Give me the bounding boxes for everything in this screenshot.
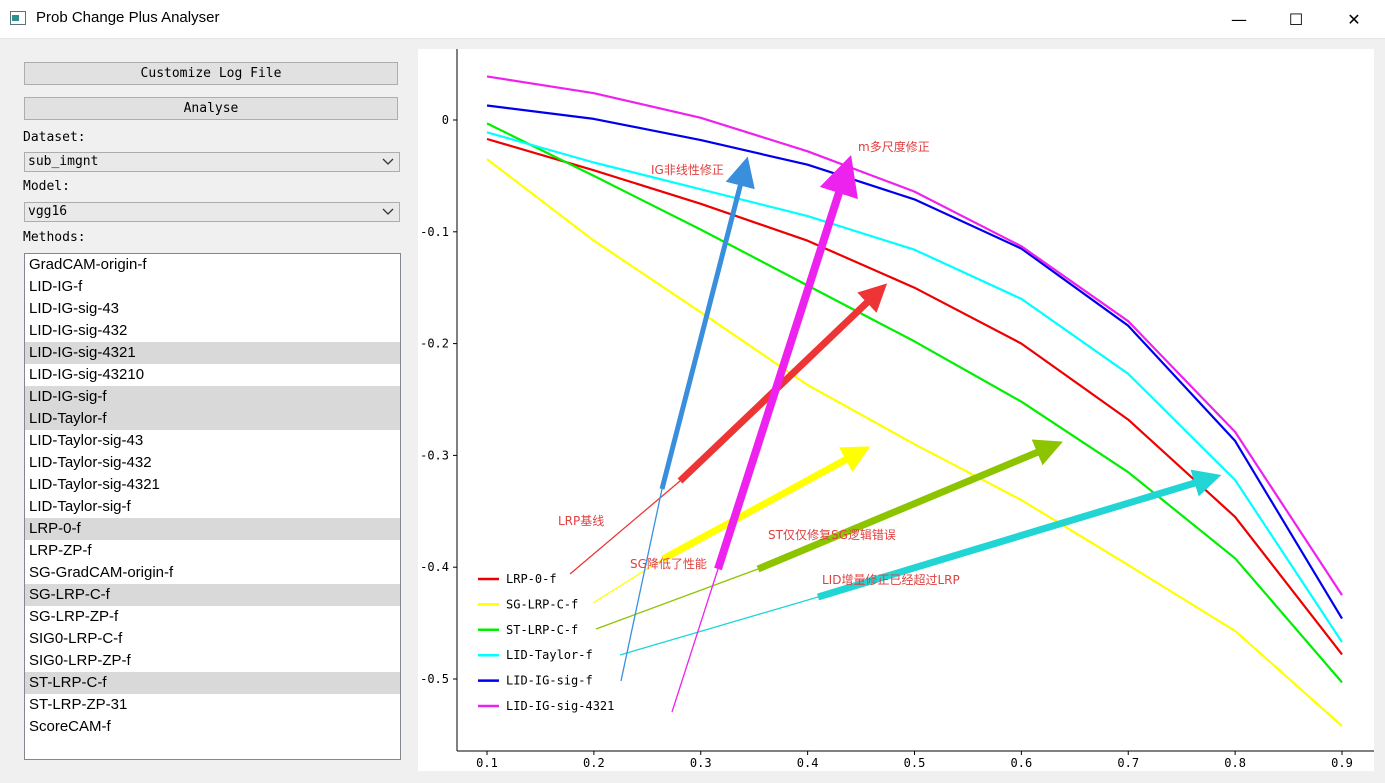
dataset-value: sub_imgnt bbox=[28, 154, 99, 169]
multiscale-arrow bbox=[714, 154, 858, 571]
list-item[interactable]: LID-Taylor-f bbox=[25, 408, 400, 430]
chevron-down-icon bbox=[382, 208, 394, 215]
series-line-LID-IG-sig-4321 bbox=[486, 75, 1343, 596]
x-tick-label: 0.6 bbox=[1011, 756, 1033, 770]
list-item[interactable]: SG-LRP-ZP-f bbox=[29, 608, 119, 625]
close-icon: ✕ bbox=[1347, 9, 1361, 29]
axes: 0 -0.1 -0.2 -0.3 -0.4 -0.5 0.1 0.2 0.3 0.4 0.5 0.6 0… bbox=[420, 49, 1374, 770]
list-item[interactable]: LID-IG-sig-43 bbox=[29, 300, 120, 317]
legend: LRP-0-f SG-LRP-C-f ST-LRP-C-f LID-Taylor-f L… bbox=[478, 572, 614, 713]
legend-label: SG-LRP-C-f bbox=[506, 597, 578, 611]
model-label: Model: bbox=[23, 179, 70, 194]
list-item[interactable]: LID-IG-sig-f bbox=[25, 386, 400, 408]
list-item[interactable]: LRP-ZP-f bbox=[29, 542, 92, 559]
list-item[interactable]: SG-LRP-C-f bbox=[25, 584, 400, 606]
line-chart: 0 -0.1 -0.2 -0.3 -0.4 -0.5 0.1 0.2 0.3 0.4 0.5 0.6 0… bbox=[420, 49, 1374, 770]
list-item[interactable]: LRP-0-f bbox=[25, 518, 400, 540]
customize-log-file-button[interactable]: Customize Log File bbox=[24, 62, 398, 85]
series-lines bbox=[486, 75, 1343, 727]
sg-arrow bbox=[661, 446, 871, 563]
maximize-icon: ☐ bbox=[1288, 9, 1304, 29]
series-line-LID-IG-sig-f bbox=[486, 104, 1343, 620]
x-tick-label: 0.9 bbox=[1331, 756, 1353, 770]
list-item[interactable]: SIG0-LRP-C-f bbox=[29, 630, 123, 647]
list-item[interactable]: GradCAM-origin-f bbox=[29, 256, 147, 273]
annotation-label: LRP基线 bbox=[558, 514, 604, 528]
y-tick-label: -0.4 bbox=[420, 560, 449, 574]
series-line-SG-LRP-C-f bbox=[486, 158, 1343, 727]
y-tick-label: -0.2 bbox=[420, 337, 449, 351]
x-tick-label: 0.4 bbox=[797, 756, 819, 770]
y-tick-label: 0 bbox=[442, 113, 449, 127]
minimize-icon: — bbox=[1231, 9, 1247, 29]
series-line-ST-LRP-C-f bbox=[486, 122, 1343, 684]
annotations: IG非线性修正 m多尺度修正 LRP基线 ST仅仅修复SG逻辑错误 SG降低了性能 LID… bbox=[558, 139, 960, 587]
legend-label: ST-LRP-C-f bbox=[506, 623, 578, 637]
multiscale-pointer-line bbox=[671, 568, 719, 713]
list-item[interactable]: ScoreCAM-f bbox=[29, 718, 111, 735]
st-arrow bbox=[756, 439, 1063, 573]
app-icon bbox=[10, 11, 26, 25]
x-tick-label: 0.7 bbox=[1117, 756, 1139, 770]
chart-area: 0 -0.1 -0.2 -0.3 -0.4 -0.5 0.1 0.2 0.3 0.4 0.5 0.6 0… bbox=[418, 49, 1374, 771]
ig-pointer-line bbox=[620, 488, 663, 682]
legend-label: LID-Taylor-f bbox=[506, 648, 593, 662]
ig-arrow bbox=[659, 156, 755, 490]
lrp-pointer-line bbox=[569, 480, 681, 575]
methods-list[interactable]: GradCAM-origin-f LID-IG-f LID-IG-sig-43 LID… bbox=[24, 253, 401, 760]
annotation-label: ST仅仅修复SG逻辑错误 bbox=[768, 527, 896, 542]
list-item[interactable]: LID-IG-sig-4321 bbox=[25, 342, 400, 364]
annotation-arrows bbox=[569, 154, 1222, 713]
model-select[interactable]: vgg16 bbox=[24, 202, 400, 222]
list-item[interactable]: ST-LRP-ZP-31 bbox=[29, 696, 128, 713]
x-tick-label: 0.5 bbox=[904, 756, 926, 770]
list-item[interactable]: SG-GradCAM-origin-f bbox=[29, 564, 174, 581]
annotation-label: IG非线性修正 bbox=[651, 162, 724, 177]
close-button[interactable]: ✕ bbox=[1325, 0, 1383, 38]
list-item[interactable]: LID-IG-f bbox=[29, 278, 83, 295]
legend-label: LRP-0-f bbox=[506, 572, 557, 586]
y-tick-label: -0.3 bbox=[420, 448, 449, 462]
list-item[interactable]: LID-Taylor-sig-f bbox=[29, 498, 131, 515]
legend-label: LID-IG-sig-f bbox=[506, 674, 593, 688]
st-pointer-line bbox=[595, 568, 759, 630]
lid-pointer-line bbox=[619, 596, 819, 656]
list-item[interactable]: LID-Taylor-sig-4321 bbox=[29, 476, 160, 493]
list-item[interactable]: LID-Taylor-sig-43 bbox=[29, 432, 144, 449]
lid-arrow bbox=[816, 469, 1222, 601]
list-item[interactable]: LID-IG-sig-43210 bbox=[29, 366, 145, 383]
legend-label: LID-IG-sig-4321 bbox=[506, 699, 614, 713]
y-tick-label: -0.1 bbox=[420, 225, 449, 239]
y-tick-label: -0.5 bbox=[420, 672, 449, 686]
maximize-button[interactable]: ☐ bbox=[1267, 0, 1325, 38]
x-tick-label: 0.3 bbox=[690, 756, 712, 770]
sg-pointer-line bbox=[592, 558, 664, 604]
minimize-button[interactable]: — bbox=[1210, 0, 1268, 38]
x-tick-label: 0.8 bbox=[1224, 756, 1246, 770]
list-item[interactable]: ST-LRP-C-f bbox=[25, 672, 400, 694]
window-title: Prob Change Plus Analyser bbox=[36, 9, 220, 26]
methods-label: Methods: bbox=[23, 230, 86, 245]
dataset-label: Dataset: bbox=[23, 130, 86, 145]
analyse-button[interactable]: Analyse bbox=[24, 97, 398, 120]
annotation-label: m多尺度修正 bbox=[858, 139, 930, 154]
list-item[interactable]: LID-Taylor-sig-432 bbox=[29, 454, 152, 471]
title-bar: Prob Change Plus Analyser — ☐ ✕ bbox=[0, 0, 1385, 39]
annotation-label: SG降低了性能 bbox=[630, 557, 707, 571]
series-line-LID-Taylor-f bbox=[486, 131, 1343, 643]
annotation-label: LID增量修正已经超过LRP bbox=[822, 572, 960, 587]
list-item[interactable]: LID-IG-sig-432 bbox=[29, 322, 128, 339]
x-tick-label: 0.2 bbox=[583, 756, 605, 770]
control-panel: Customize Log File Analyse Dataset: sub_… bbox=[0, 39, 418, 783]
list-item[interactable]: SIG0-LRP-ZP-f bbox=[29, 652, 131, 669]
model-value: vgg16 bbox=[28, 204, 68, 219]
dataset-select[interactable]: sub_imgnt bbox=[24, 152, 400, 172]
chevron-down-icon bbox=[382, 158, 394, 165]
x-tick-label: 0.1 bbox=[476, 756, 498, 770]
